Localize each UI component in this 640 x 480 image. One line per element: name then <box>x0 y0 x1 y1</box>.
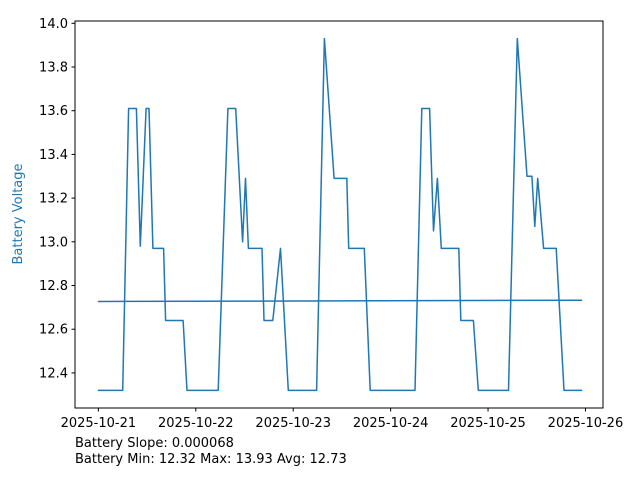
x-tick-label: 2025-10-23 <box>255 416 331 431</box>
plot-area <box>75 21 603 408</box>
y-axis-ticks: 12.4 12.6 12.8 13.0 13.2 13.4 13.6 13.8 14.0 <box>39 17 75 381</box>
y-tick-label: 13.6 <box>39 104 68 119</box>
x-tick-label: 2025-10-22 <box>158 416 234 431</box>
stats-minmax-text: Battery Min: 12.32 Max: 13.93 Avg: 12.73 <box>75 452 347 467</box>
x-tick-label: 2025-10-21 <box>61 416 137 431</box>
data-series <box>97 37 583 392</box>
x-tick-label: 2025-10-26 <box>548 416 624 431</box>
x-axis-ticks: 2025-10-21 2025-10-22 2025-10-23 2025-10-24… <box>61 408 624 431</box>
series-trend_line <box>97 299 583 303</box>
axes-spines <box>74 20 604 409</box>
series-battery_voltage <box>97 37 583 392</box>
y-tick-label: 13.0 <box>39 235 68 250</box>
x-tick-label: 2025-10-24 <box>353 416 429 431</box>
y-tick-label: 13.8 <box>39 60 68 75</box>
x-tick-label: 2025-10-25 <box>450 416 526 431</box>
stats-slope-text: Battery Slope: 0.000068 <box>75 436 234 451</box>
y-tick-label: 12.4 <box>39 366 68 381</box>
y-tick-label: 12.6 <box>39 323 68 338</box>
y-tick-label: 12.8 <box>39 279 68 294</box>
y-tick-label: 13.4 <box>39 148 68 163</box>
y-axis-label: Battery Voltage <box>11 163 26 264</box>
y-tick-label: 13.2 <box>39 192 68 207</box>
y-tick-label: 14.0 <box>39 17 68 32</box>
